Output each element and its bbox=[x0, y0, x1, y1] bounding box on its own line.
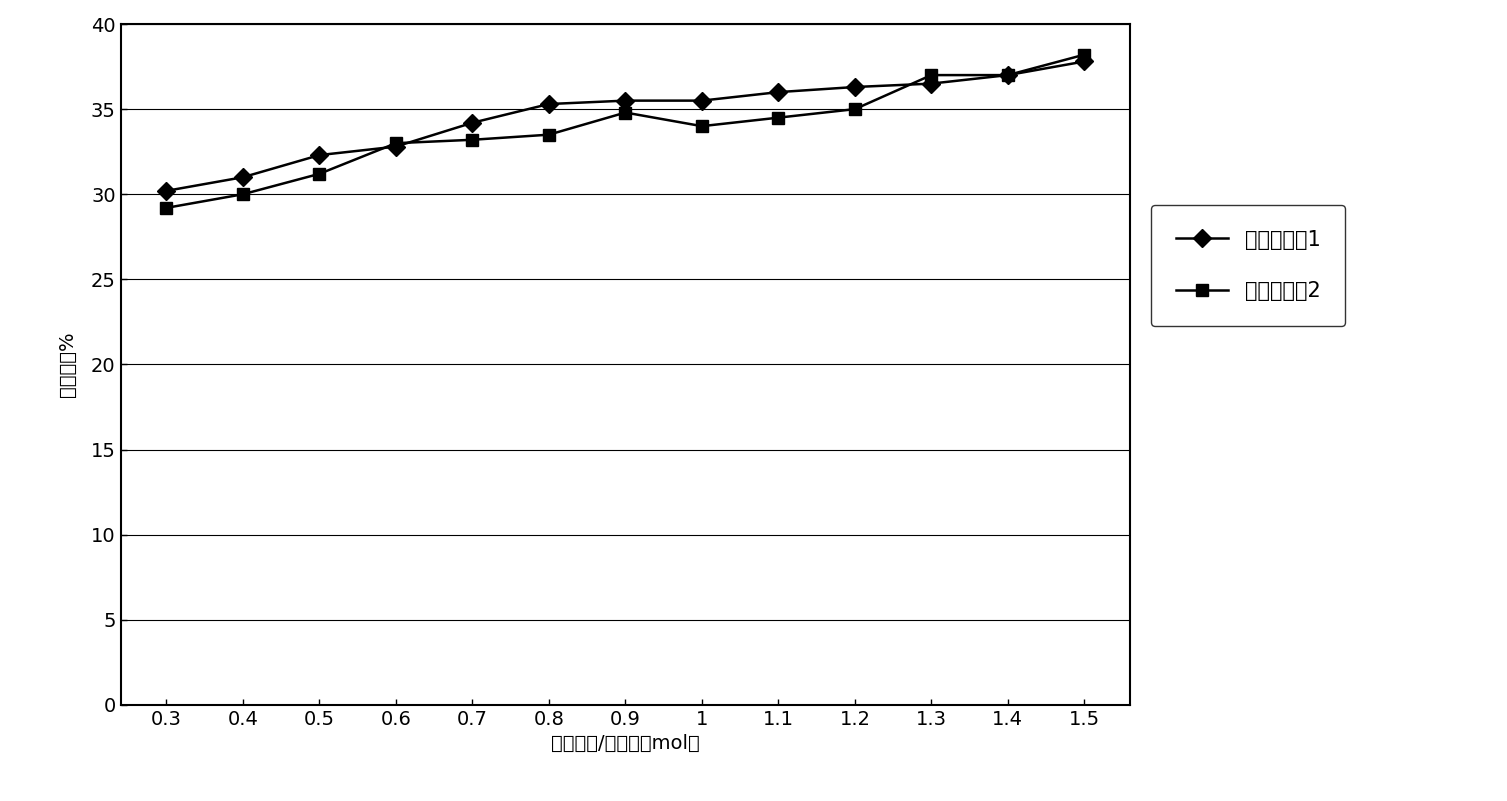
调节剂体关1 bbox=[540, 99, 558, 109]
调节剂体关2 bbox=[845, 104, 864, 114]
调节剂体关2 bbox=[387, 139, 405, 148]
调节剂体关1 bbox=[310, 151, 329, 160]
调节剂体关1 bbox=[616, 96, 634, 106]
Line: 调节剂体关1: 调节剂体关1 bbox=[160, 55, 1091, 197]
调节剂体关2 bbox=[234, 189, 252, 199]
调节剂体关1 bbox=[1076, 57, 1094, 66]
调节剂体关1 bbox=[157, 186, 175, 195]
调节剂体关1 bbox=[463, 118, 481, 127]
调节剂体关1 bbox=[922, 78, 940, 88]
调节剂体关1 bbox=[999, 70, 1017, 80]
调节剂体关2 bbox=[310, 169, 329, 179]
调节剂体关1 bbox=[387, 142, 405, 151]
调节剂体关1 bbox=[770, 87, 788, 97]
调节剂体关2 bbox=[693, 121, 711, 131]
调节剂体关1 bbox=[234, 172, 252, 182]
调节剂体关2 bbox=[616, 107, 634, 117]
Line: 调节剂体关2: 调节剂体关2 bbox=[160, 48, 1091, 214]
调节剂体关2 bbox=[157, 203, 175, 213]
调节剂体关2 bbox=[540, 130, 558, 139]
调节剂体关2 bbox=[463, 135, 481, 144]
调节剂体关2 bbox=[922, 70, 940, 80]
调节剂体关1 bbox=[693, 96, 711, 106]
调节剂体关2 bbox=[770, 113, 788, 123]
Y-axis label: 乙烯含量%: 乙烯含量% bbox=[57, 332, 77, 397]
调节剂体关2 bbox=[1076, 50, 1094, 59]
Legend: 调节剂体关1, 调节剂体关2: 调节剂体关1, 调节剂体关2 bbox=[1151, 205, 1346, 326]
X-axis label: 助调节剂/有机锂（mol）: 助调节剂/有机锂（mol） bbox=[552, 735, 699, 753]
调节剂体关1 bbox=[845, 83, 864, 92]
调节剂体关2 bbox=[999, 70, 1017, 80]
